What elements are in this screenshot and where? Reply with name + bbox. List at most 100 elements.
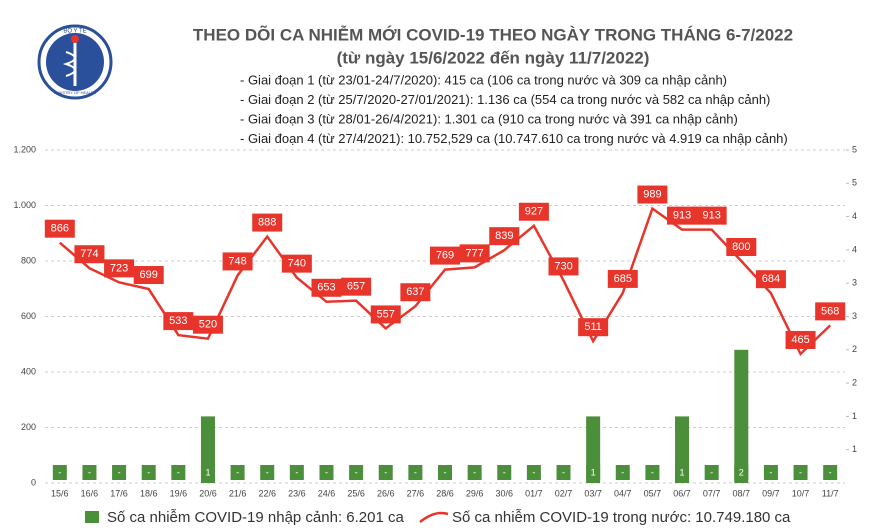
note: - Giai đoạn 3 (từ 28/01-26/4/2021): 1.30… [240,111,738,126]
value-label: 777 [465,247,483,259]
x-tick-label: 11/7 [822,488,839,498]
x-tick-label: 22/6 [258,488,276,498]
y-tick-label: 800 [21,255,36,265]
y2-tick-label: 5 [852,178,857,188]
bar-label: - [88,467,91,477]
bar-label-box [260,465,275,480]
bar-label-box [319,465,334,480]
bar-label: - [58,467,61,477]
value-label: 723 [110,262,128,274]
value-label-box [489,227,520,246]
x-tick-label: 21/6 [229,488,247,498]
bar-label: - [444,467,447,477]
value-label: 520 [199,319,217,331]
y-tick-label: 1.000 [13,200,36,210]
bar-label-box [823,465,838,480]
value-label: 557 [377,308,395,320]
bar-label: - [503,467,506,477]
value-label: 888 [258,216,276,228]
bar-label: - [147,467,150,477]
bar-label-box [615,465,630,480]
x-tick-label: 08/7 [733,488,751,498]
x-tick-label: 02/7 [555,488,573,498]
value-label: 989 [643,188,661,200]
y2-tick-label: 1 [852,444,857,454]
note: - Giai đoạn 2 (từ 25/7/2020-27/01/2021):… [240,92,770,107]
value-label-box [341,277,372,296]
value-label: 866 [51,223,69,235]
bar-label: - [829,467,832,477]
x-tick-label: 16/6 [81,488,99,498]
line [58,206,832,357]
bar-label: - [118,467,121,477]
value-label-box [104,259,135,278]
bar-label-box [793,465,808,480]
bar-label: - [799,467,802,477]
x-tick-label: 27/6 [407,488,425,498]
value-label: 653 [317,282,335,294]
value-label: 511 [584,321,602,333]
y2-tick-label: 3 [852,311,857,321]
bar-label-box [734,465,749,480]
bar-label-box [645,465,660,480]
bar [734,349,749,483]
bar-label: - [769,467,772,477]
bar-label-box [349,465,364,480]
value-label-box [133,266,164,285]
x-tick-label: 23/6 [288,488,306,498]
value-label-box [370,305,401,324]
value-label-box [578,318,609,337]
x-tick-label: 19/6 [170,488,188,498]
note: - Giai đoạn 1 (từ 23/01-24/7/2020): 415 … [240,72,727,87]
value-label: 685 [614,273,632,285]
bar-label-box [586,465,601,480]
value-label: 637 [406,286,424,298]
value-label: 740 [288,258,306,270]
value-label: 465 [791,334,809,346]
logo-top: BỘ Y TẾ [63,28,86,35]
x-tick-label: 20/6 [199,488,217,498]
legend-swatch [419,511,449,523]
y-tick-label: 200 [21,422,36,432]
value-label: 568 [821,305,839,317]
bar-label-box [141,465,156,480]
x-tick-label: 25/6 [347,488,365,498]
bar-label-box [763,465,778,480]
value-label-box [400,283,431,302]
bar-label: - [414,467,417,477]
value-label: 657 [347,281,365,293]
bar-label-box [526,465,541,480]
bar-label-box [556,465,571,480]
value-label: 800 [732,241,750,253]
bar-label-box [467,465,482,480]
logo: BỘ Y TẾ MINISTRY OF HEALTH [37,24,113,100]
value-label: 913 [702,210,720,222]
x-tick-label: 10/7 [792,488,810,498]
value-label: 533 [169,315,187,327]
value-label-box [252,213,283,232]
y2-tick-label: 1 [852,411,857,421]
value-label: 748 [228,255,246,267]
value-label-box [755,270,786,289]
value-label-box [430,246,460,265]
bar-label: 1 [205,467,210,477]
value-label-box [74,245,105,264]
x-tick-label: 17/6 [110,488,128,498]
value-label: 730 [554,260,572,272]
bar-label-box [408,465,423,480]
bar-label: - [177,467,180,477]
bar-label-box [675,465,690,480]
bar-label: - [295,467,298,477]
value-label-box [667,206,698,225]
value-label-box [281,254,312,273]
value-label-box [607,269,638,288]
bar-label: - [621,467,624,477]
x-tick-label: 30/6 [495,488,513,498]
x-tick-label: 29/6 [466,488,484,498]
y-tick-label: 400 [21,366,36,376]
value-label-box [637,185,668,204]
legend-label: Số ca nhiễm COVID-19 trong nước: 10.749.… [452,509,791,526]
y2-tick-label: 2 [852,344,857,354]
value-label-box [459,244,490,263]
